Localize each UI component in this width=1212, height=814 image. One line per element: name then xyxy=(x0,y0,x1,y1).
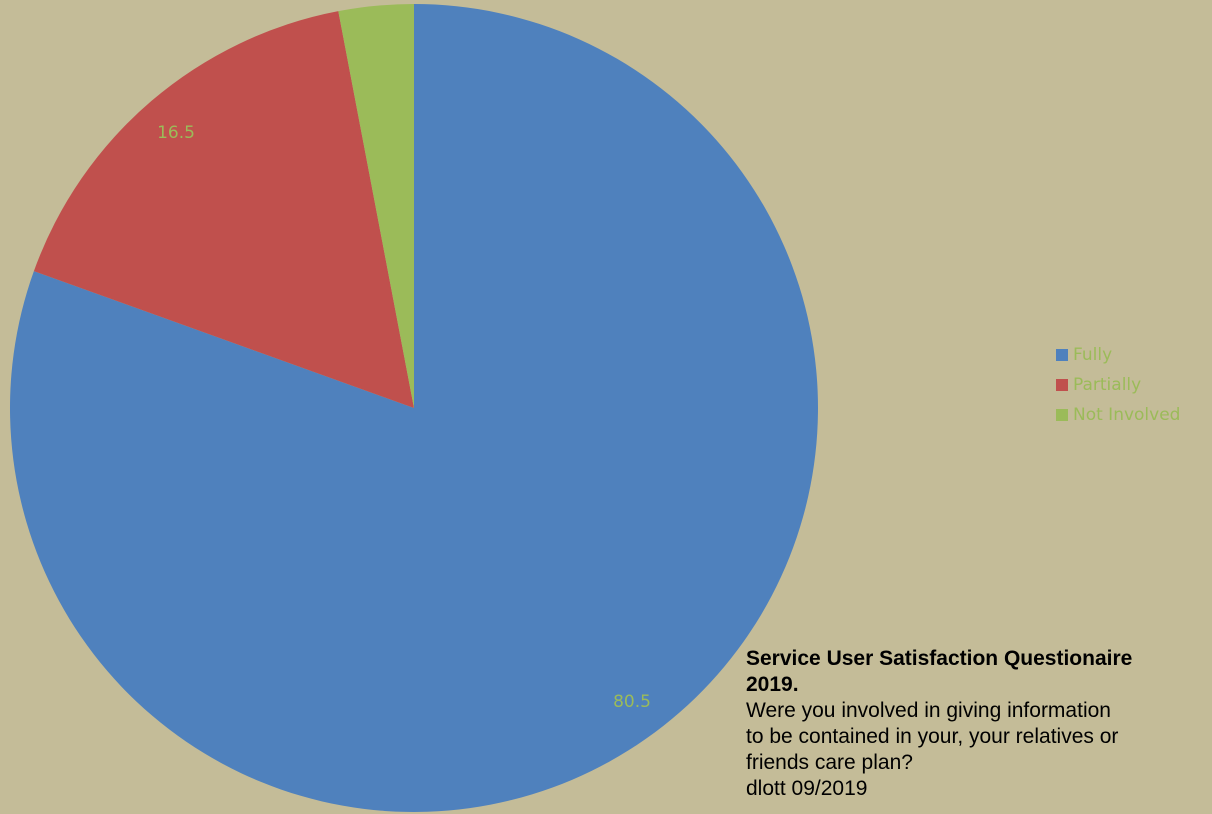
pie-data-labels: 80.5 16.5 xyxy=(157,123,651,712)
legend-swatch-partially xyxy=(1056,379,1068,391)
legend-swatch-not-involved xyxy=(1056,409,1068,421)
pie-slice-partially xyxy=(33,11,414,408)
legend-swatch-fully xyxy=(1056,349,1068,361)
pie-slice-fully xyxy=(9,4,818,813)
data-label-partially: 16.5 xyxy=(157,123,195,143)
caption-title-line1: Service User Satisfaction Questionaire xyxy=(746,647,1133,670)
caption-question-line3: friends care plan? xyxy=(746,751,913,774)
data-label-fully: 80.5 xyxy=(613,692,651,712)
legend-label-not-involved: Not Involved xyxy=(1073,405,1181,425)
chart-legend: Fully Partially Not Involved xyxy=(1056,344,1212,434)
caption-question-line2: to be contained in your, your relatives … xyxy=(746,725,1119,748)
legend-item-partially: Partially xyxy=(1056,374,1212,396)
caption-question-line1: Were you involved in giving information xyxy=(746,699,1111,722)
legend-label-fully: Fully xyxy=(1073,345,1113,365)
legend-label-partially: Partially xyxy=(1073,375,1142,395)
chart-caption: Service User Satisfaction Questionaire 2… xyxy=(746,646,1208,814)
pie-slice-not-involved xyxy=(338,4,414,408)
pie-chart: 80.5 16.5 xyxy=(9,4,818,813)
legend-item-fully: Fully xyxy=(1056,344,1212,366)
legend-item-not-involved: Not Involved xyxy=(1056,404,1212,426)
pie-slices xyxy=(9,4,818,813)
caption-title-line2: 2019. xyxy=(746,673,799,696)
caption-credit: dlott 09/2019 xyxy=(746,777,868,800)
